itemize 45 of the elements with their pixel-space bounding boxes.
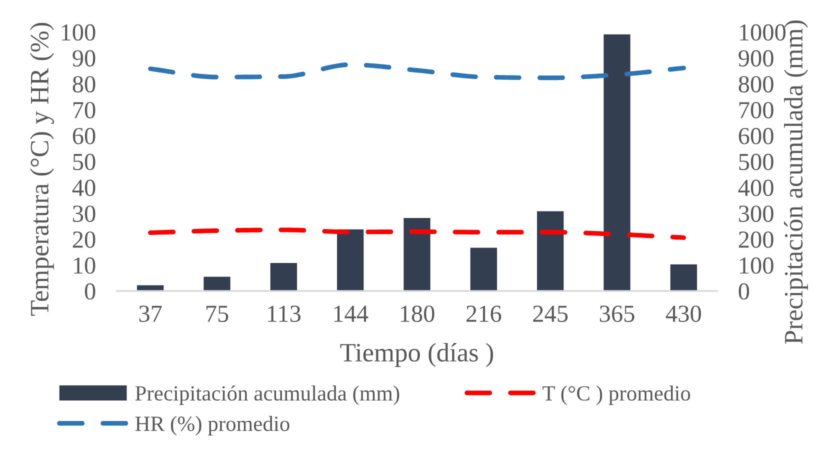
x-tick-label: 245 [533, 306, 568, 322]
y2-tick-label: 600 [738, 128, 774, 144]
y-tick-label: 20 [72, 231, 96, 248]
y2-tick-label: 100 [740, 257, 774, 274]
y2-tick-label: 1000 [740, 24, 786, 41]
x-tick-label: 365 [600, 306, 634, 322]
bar [604, 34, 630, 291]
y2-axis-title: Precipitación acumulada (mm) [784, 20, 808, 344]
x-tick-label: 144 [334, 306, 368, 322]
bar [337, 229, 364, 291]
x-tick-label: 430 [666, 306, 701, 322]
bar [470, 248, 497, 291]
bar [537, 211, 564, 291]
x-tick-label: 216 [466, 306, 502, 322]
y2-tick-label: 400 [738, 180, 774, 196]
y-tick-label: 60 [72, 128, 96, 144]
bar [670, 264, 697, 291]
legend-label: T (°C ) promedio [542, 386, 690, 406]
x-tick-label: 75 [206, 306, 228, 322]
y-tick-label: 50 [73, 154, 96, 170]
y-tick-label: 70 [73, 102, 96, 118]
x-tick-label: 37 [139, 306, 162, 322]
y2-tick-label: 200 [738, 231, 774, 248]
legend-label: HR (%) promedio [135, 416, 290, 436]
legend-label: Precipitación acumulada (mm) [135, 385, 400, 406]
x-axis-title: Tiempo (días ) [340, 343, 494, 367]
y-tick-label: 90 [72, 50, 96, 67]
x-tick-label: 180 [400, 306, 434, 322]
y2-tick-label: 500 [739, 154, 774, 170]
y2-tick-label: 900 [738, 50, 774, 67]
bar [204, 276, 230, 291]
bar [404, 218, 430, 291]
y-tick-label: 30 [73, 206, 96, 222]
y-axis-title: Temperatura (°C) y HR (%) [30, 22, 54, 316]
y2-tick-label: 300 [738, 206, 774, 222]
y-tick-label: 100 [62, 24, 96, 41]
y2-tick-label: 0 [738, 283, 750, 300]
y-tick-label: 40 [72, 180, 96, 196]
y2-tick-label: 700 [739, 102, 774, 118]
y-tick-label: 10 [74, 257, 96, 274]
y-tick-label: 80 [72, 76, 96, 92]
y2-tick-label: 800 [738, 76, 774, 92]
y-tick-label: 0 [84, 283, 96, 300]
bar [270, 263, 297, 291]
x-tick-label: 113 [268, 306, 300, 322]
